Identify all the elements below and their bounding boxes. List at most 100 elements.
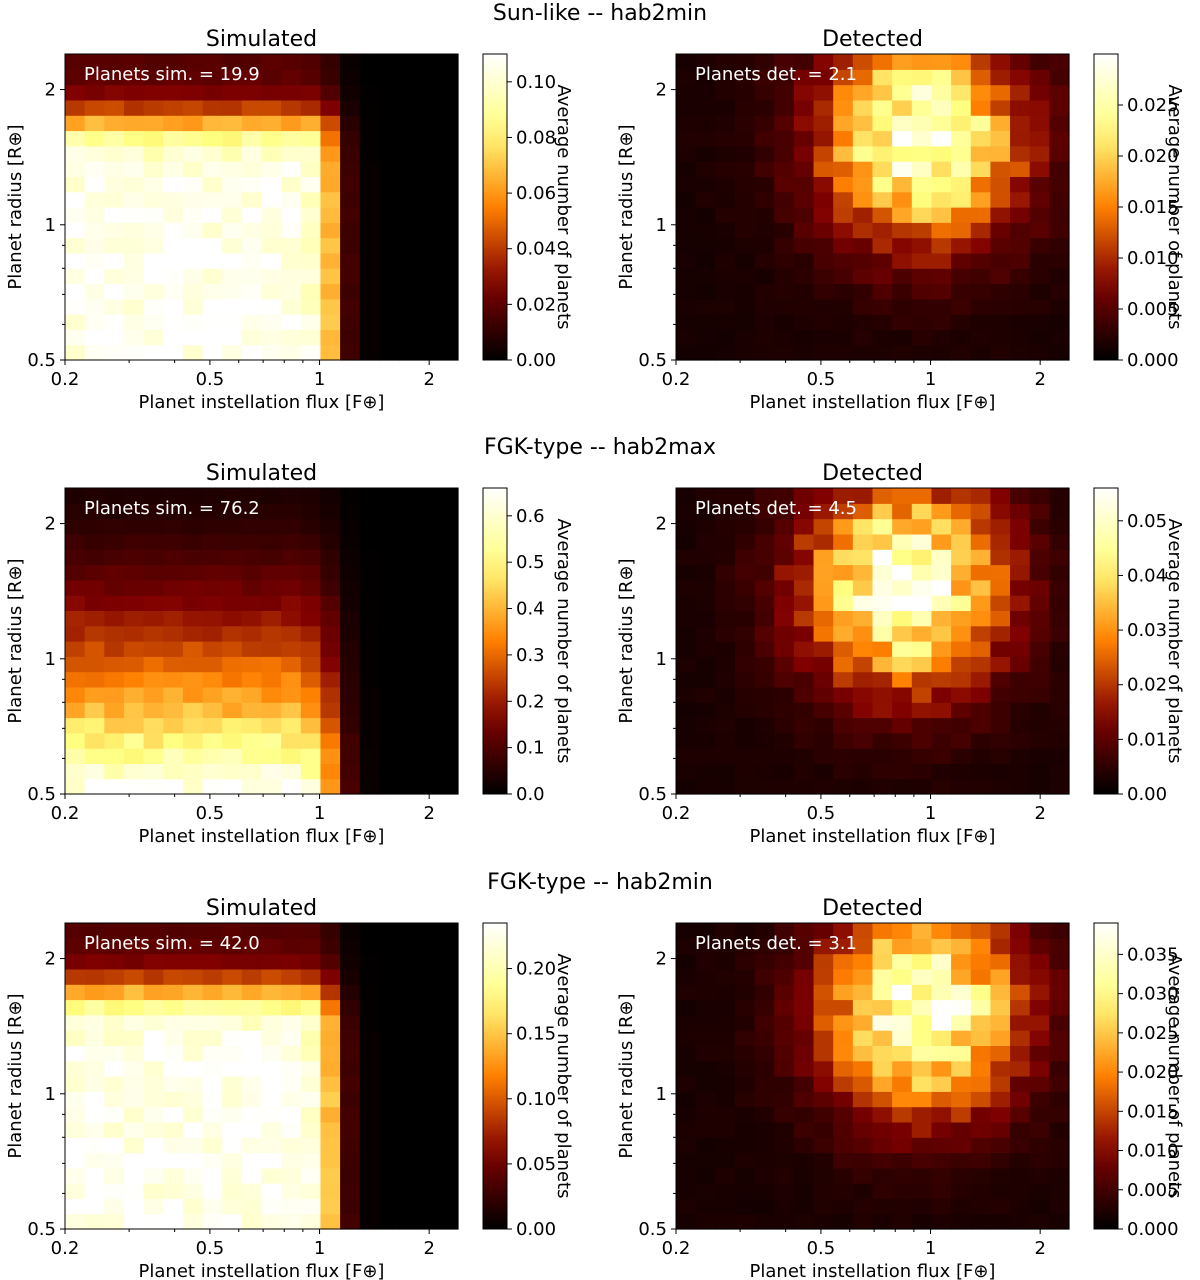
heatmap-cell bbox=[793, 732, 815, 749]
heatmap-cell bbox=[951, 610, 972, 627]
heatmap-cell bbox=[990, 298, 1011, 315]
heatmap-cell bbox=[320, 984, 341, 1001]
heatmap-cell bbox=[281, 579, 302, 596]
heatmap-cell bbox=[399, 344, 420, 361]
heatmap-cell bbox=[241, 938, 263, 955]
heatmap-cell bbox=[143, 176, 164, 193]
heatmap-cell bbox=[202, 778, 223, 795]
heatmap-cell bbox=[65, 671, 86, 688]
heatmap-cell bbox=[359, 283, 380, 300]
heatmap-cell bbox=[281, 671, 302, 688]
heatmap-cell bbox=[951, 656, 972, 673]
colorbar-tick-label: 0.015 bbox=[1127, 1101, 1179, 1122]
heatmap-cell bbox=[340, 748, 361, 764]
heatmap-cell bbox=[774, 237, 795, 254]
heatmap-cell bbox=[104, 923, 125, 939]
heatmap-cell bbox=[754, 984, 775, 1001]
heatmap-cell bbox=[182, 54, 204, 70]
heatmap-cell bbox=[359, 984, 380, 1001]
heatmap-cell bbox=[911, 298, 933, 315]
heatmap-cell bbox=[1010, 314, 1031, 330]
heatmap-cell bbox=[143, 130, 164, 147]
heatmap-cell bbox=[123, 518, 145, 535]
heatmap-cell bbox=[951, 518, 972, 535]
heatmap-cell bbox=[241, 222, 263, 239]
heatmap-cell bbox=[359, 69, 380, 86]
heatmap-cell bbox=[931, 778, 952, 795]
heatmap-cell bbox=[1029, 344, 1050, 361]
heatmap-cell bbox=[1010, 84, 1031, 101]
x-tick-label: 0.2 bbox=[51, 803, 80, 824]
heatmap-cell bbox=[261, 595, 282, 611]
heatmap-cell bbox=[261, 1198, 282, 1215]
heatmap-cell bbox=[143, 686, 164, 703]
heatmap-cell bbox=[222, 176, 243, 193]
heatmap-cell bbox=[222, 252, 243, 269]
heatmap-cell bbox=[261, 1091, 282, 1108]
heatmap-cell bbox=[1049, 686, 1070, 703]
heatmap-cell bbox=[676, 1198, 697, 1215]
heatmap-cell bbox=[418, 671, 439, 688]
heatmap-cell bbox=[418, 1183, 439, 1199]
heatmap-cell bbox=[340, 329, 361, 346]
heatmap-cell bbox=[202, 533, 223, 550]
heatmap-cell bbox=[1010, 54, 1031, 70]
heatmap-cell bbox=[399, 84, 420, 101]
heatmap-cell bbox=[911, 518, 933, 535]
heatmap-cell bbox=[143, 984, 164, 1001]
heatmap-cell bbox=[951, 1060, 972, 1077]
heatmap-cell bbox=[320, 1152, 341, 1169]
heatmap-cell bbox=[676, 1060, 697, 1077]
heatmap-cell bbox=[438, 564, 459, 581]
heatmap-cell bbox=[379, 314, 400, 330]
heatmap-cell bbox=[300, 84, 322, 101]
heatmap-cell bbox=[813, 763, 834, 780]
heatmap-cell bbox=[222, 1198, 243, 1215]
heatmap-cell bbox=[1029, 268, 1050, 285]
heatmap-cell bbox=[1049, 222, 1070, 239]
heatmap-cell bbox=[774, 999, 795, 1016]
heatmap-cell bbox=[1029, 999, 1050, 1016]
heatmap-cell bbox=[399, 329, 420, 346]
heatmap-cell bbox=[990, 237, 1011, 254]
heatmap-cell bbox=[872, 344, 893, 361]
heatmap-cell bbox=[734, 579, 756, 596]
heatmap-cell bbox=[261, 778, 282, 795]
heatmap-cell bbox=[320, 222, 341, 239]
y-tick-label: 1 bbox=[45, 649, 56, 670]
heatmap-cell bbox=[300, 54, 322, 70]
heatmap-cell bbox=[143, 314, 164, 330]
heatmap-cell bbox=[281, 130, 302, 147]
heatmap-cell bbox=[892, 1137, 913, 1154]
heatmap-cell bbox=[931, 115, 952, 132]
heatmap-cell bbox=[715, 702, 736, 719]
heatmap-cell bbox=[676, 99, 697, 116]
heatmap-cell bbox=[793, 298, 815, 315]
heatmap-cell bbox=[104, 191, 125, 208]
heatmap-cell bbox=[379, 69, 400, 86]
heatmap-cell bbox=[892, 1014, 913, 1031]
heatmap-cell bbox=[911, 595, 933, 611]
heatmap-cell bbox=[182, 656, 204, 673]
heatmap-cell bbox=[222, 518, 243, 535]
heatmap-cell bbox=[1049, 953, 1070, 970]
heatmap-cell bbox=[438, 1076, 459, 1092]
heatmap-cell bbox=[951, 1091, 972, 1108]
heatmap-cell bbox=[65, 641, 86, 657]
heatmap-cell bbox=[261, 268, 282, 285]
heatmap-cell bbox=[143, 115, 164, 132]
heatmap-cell bbox=[892, 610, 913, 627]
row-title: FGK-type -- hab2max bbox=[484, 435, 716, 460]
heatmap-cell bbox=[734, 671, 756, 688]
heatmap-cell bbox=[84, 488, 105, 504]
heatmap-cell bbox=[951, 984, 972, 1001]
heatmap-cell bbox=[931, 488, 952, 504]
heatmap-cell bbox=[202, 237, 223, 254]
heatmap-cell bbox=[104, 176, 125, 193]
heatmap-cell bbox=[104, 268, 125, 285]
heatmap-cell bbox=[300, 579, 322, 596]
heatmap-cell bbox=[399, 1091, 420, 1108]
heatmap-cell bbox=[300, 1091, 322, 1108]
heatmap-cell bbox=[163, 115, 184, 132]
heatmap-cell bbox=[951, 1045, 972, 1062]
